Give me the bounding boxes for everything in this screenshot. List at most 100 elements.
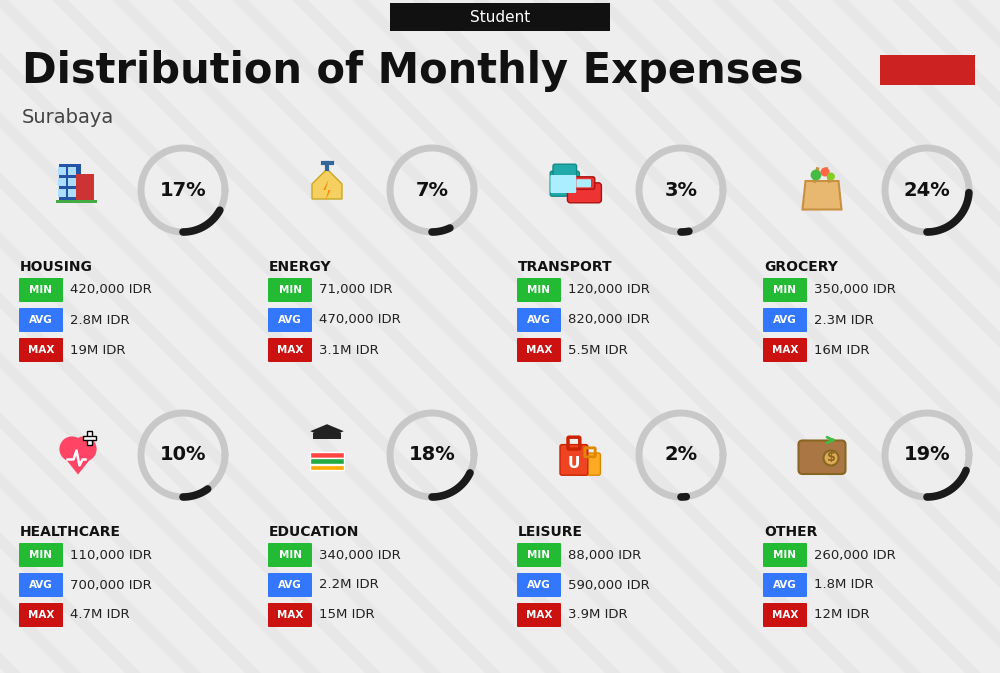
FancyBboxPatch shape <box>763 543 807 567</box>
FancyBboxPatch shape <box>68 178 76 186</box>
Text: 350,000 IDR: 350,000 IDR <box>814 283 896 297</box>
FancyBboxPatch shape <box>560 175 576 193</box>
Circle shape <box>824 450 838 466</box>
Text: MAX: MAX <box>28 345 54 355</box>
Text: MAX: MAX <box>277 345 303 355</box>
Text: 2.2M IDR: 2.2M IDR <box>319 579 379 592</box>
FancyBboxPatch shape <box>68 167 76 175</box>
FancyBboxPatch shape <box>313 433 341 439</box>
FancyBboxPatch shape <box>58 189 66 197</box>
Text: MAX: MAX <box>772 345 798 355</box>
FancyBboxPatch shape <box>82 435 96 440</box>
Text: 820,000 IDR: 820,000 IDR <box>568 314 650 326</box>
FancyBboxPatch shape <box>310 464 344 470</box>
Text: 2%: 2% <box>664 446 698 464</box>
FancyBboxPatch shape <box>310 452 344 458</box>
FancyBboxPatch shape <box>268 338 312 362</box>
FancyBboxPatch shape <box>56 200 97 203</box>
Text: AVG: AVG <box>773 315 797 325</box>
Text: 16M IDR: 16M IDR <box>814 343 870 357</box>
Text: MAX: MAX <box>526 610 552 620</box>
Text: MAX: MAX <box>28 610 54 620</box>
FancyBboxPatch shape <box>268 573 312 597</box>
FancyBboxPatch shape <box>763 338 807 362</box>
FancyBboxPatch shape <box>517 338 561 362</box>
Text: 10%: 10% <box>160 446 206 464</box>
Polygon shape <box>60 452 96 474</box>
FancyBboxPatch shape <box>19 338 63 362</box>
FancyBboxPatch shape <box>517 573 561 597</box>
Text: U: U <box>568 456 580 471</box>
Text: AVG: AVG <box>773 580 797 590</box>
Text: MAX: MAX <box>772 610 798 620</box>
FancyBboxPatch shape <box>19 278 63 302</box>
Text: MIN: MIN <box>278 285 302 295</box>
FancyBboxPatch shape <box>763 573 807 597</box>
FancyBboxPatch shape <box>68 189 76 197</box>
Text: MIN: MIN <box>528 285 550 295</box>
Text: MIN: MIN <box>278 550 302 560</box>
Circle shape <box>827 172 835 180</box>
FancyBboxPatch shape <box>268 278 312 302</box>
Text: 1.8M IDR: 1.8M IDR <box>814 579 874 592</box>
Polygon shape <box>802 181 842 209</box>
Text: 5.5M IDR: 5.5M IDR <box>568 343 628 357</box>
FancyBboxPatch shape <box>580 453 600 475</box>
Text: AVG: AVG <box>278 315 302 325</box>
Polygon shape <box>310 424 344 438</box>
Circle shape <box>811 170 821 180</box>
Text: 3.9M IDR: 3.9M IDR <box>568 608 628 621</box>
FancyBboxPatch shape <box>58 167 66 175</box>
FancyBboxPatch shape <box>763 308 807 332</box>
FancyBboxPatch shape <box>268 603 312 627</box>
Text: AVG: AVG <box>527 315 551 325</box>
Text: ENERGY: ENERGY <box>269 260 332 274</box>
FancyBboxPatch shape <box>19 308 63 332</box>
Text: 700,000 IDR: 700,000 IDR <box>70 579 152 592</box>
Text: TRANSPORT: TRANSPORT <box>518 260 613 274</box>
FancyBboxPatch shape <box>553 164 577 176</box>
FancyBboxPatch shape <box>268 308 312 332</box>
Text: MAX: MAX <box>277 610 303 620</box>
FancyBboxPatch shape <box>87 431 92 444</box>
Text: 71,000 IDR: 71,000 IDR <box>319 283 392 297</box>
Text: HOUSING: HOUSING <box>20 260 93 274</box>
FancyBboxPatch shape <box>763 278 807 302</box>
Text: AVG: AVG <box>527 580 551 590</box>
Text: 340,000 IDR: 340,000 IDR <box>319 548 401 561</box>
Text: MIN: MIN <box>30 285 52 295</box>
Text: HEALTHCARE: HEALTHCARE <box>20 525 121 539</box>
Polygon shape <box>312 169 342 199</box>
Text: 110,000 IDR: 110,000 IDR <box>70 548 152 561</box>
Text: 120,000 IDR: 120,000 IDR <box>568 283 650 297</box>
Text: 2.3M IDR: 2.3M IDR <box>814 314 874 326</box>
Text: 19M IDR: 19M IDR <box>70 343 126 357</box>
Circle shape <box>59 436 85 462</box>
Text: Surabaya: Surabaya <box>22 108 114 127</box>
FancyBboxPatch shape <box>880 55 975 85</box>
Text: 7%: 7% <box>416 180 448 199</box>
Text: 3.1M IDR: 3.1M IDR <box>319 343 379 357</box>
Text: EDUCATION: EDUCATION <box>269 525 359 539</box>
FancyBboxPatch shape <box>517 603 561 627</box>
Text: MIN: MIN <box>774 285 796 295</box>
FancyBboxPatch shape <box>567 183 601 203</box>
Circle shape <box>71 436 97 462</box>
FancyBboxPatch shape <box>58 178 66 186</box>
FancyBboxPatch shape <box>517 308 561 332</box>
FancyBboxPatch shape <box>517 543 561 567</box>
Polygon shape <box>323 180 331 201</box>
FancyBboxPatch shape <box>19 543 63 567</box>
Text: 4.7M IDR: 4.7M IDR <box>70 608 130 621</box>
Text: MAX: MAX <box>526 345 552 355</box>
FancyBboxPatch shape <box>574 177 595 189</box>
Text: $: $ <box>827 452 835 464</box>
FancyBboxPatch shape <box>550 171 579 197</box>
Text: 18%: 18% <box>409 446 455 464</box>
Text: MIN: MIN <box>528 550 550 560</box>
FancyBboxPatch shape <box>517 278 561 302</box>
Text: 19%: 19% <box>904 446 950 464</box>
FancyBboxPatch shape <box>763 603 807 627</box>
Text: 17%: 17% <box>160 180 206 199</box>
Circle shape <box>820 168 830 176</box>
